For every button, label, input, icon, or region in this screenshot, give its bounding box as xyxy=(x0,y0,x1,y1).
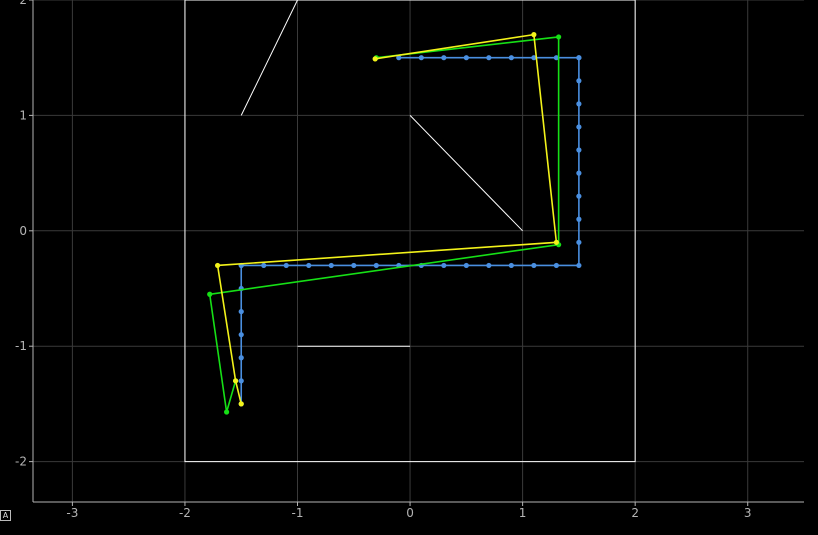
axes xyxy=(29,0,804,506)
data-series xyxy=(207,32,582,415)
series-point-blue xyxy=(463,55,469,61)
y-tick-label: -2 xyxy=(15,455,27,469)
series-point-blue xyxy=(261,262,267,269)
x-tick-label: -1 xyxy=(292,506,304,520)
series-point-blue xyxy=(486,55,492,61)
y-tick-label: 1 xyxy=(19,108,27,122)
wall-lines xyxy=(184,0,636,463)
series-point-blue xyxy=(553,55,559,61)
series-point-yellow xyxy=(232,378,239,384)
series-point-blue xyxy=(576,239,582,245)
series-point-blue xyxy=(531,262,537,269)
series-point-blue xyxy=(531,55,537,61)
series-point-blue xyxy=(486,262,492,269)
series-line-green xyxy=(208,36,560,413)
series-point-yellow xyxy=(238,401,244,407)
series-point-blue xyxy=(463,262,469,269)
series-point-blue xyxy=(576,262,582,269)
series-point-green xyxy=(207,291,213,297)
series-point-blue xyxy=(508,55,514,61)
series-point-blue xyxy=(373,262,379,269)
x-tick-label: 3 xyxy=(744,506,752,520)
series-point-blue xyxy=(238,308,244,315)
series-point-green xyxy=(223,409,230,415)
y-tick-label: -1 xyxy=(15,339,27,353)
series-point-blue xyxy=(238,332,244,338)
series-point-blue xyxy=(441,262,447,269)
series-point-blue xyxy=(396,55,402,61)
series-point-blue xyxy=(508,262,514,269)
x-tick-label: 1 xyxy=(519,506,527,520)
series-point-blue xyxy=(576,55,582,61)
series-point-blue xyxy=(576,101,582,107)
series-point-green xyxy=(556,34,562,40)
series-line-yellow xyxy=(216,33,558,405)
y-tick-label: 2 xyxy=(19,0,27,7)
series-point-blue xyxy=(238,378,244,384)
wall-line xyxy=(240,0,298,116)
series-point-yellow xyxy=(214,262,221,269)
series-point-blue xyxy=(576,78,582,84)
series-point-blue xyxy=(576,147,582,153)
series-point-blue xyxy=(351,262,357,269)
x-tick-label: 0 xyxy=(406,506,414,520)
series-point-blue xyxy=(283,262,289,269)
wall-line xyxy=(184,0,636,463)
wall-line xyxy=(409,115,523,232)
series-point-blue xyxy=(576,124,582,130)
series-point-blue xyxy=(306,262,312,269)
series-point-blue xyxy=(418,55,424,61)
series-point-yellow xyxy=(553,239,559,245)
x-tick-label: 2 xyxy=(631,506,639,520)
series-point-blue xyxy=(576,170,582,176)
series-point-blue xyxy=(553,262,559,269)
series-point-yellow xyxy=(531,32,537,38)
x-tick-label: -2 xyxy=(179,506,191,520)
y-tick-label: 0 xyxy=(19,224,27,238)
tick-labels: -3 -2 -1 0 1 2 3 -2 -1 0 1 2 xyxy=(15,0,752,520)
series-point-blue xyxy=(238,355,244,361)
series-point-yellow xyxy=(372,56,378,62)
series-point-blue xyxy=(576,193,582,199)
series-point-blue xyxy=(441,55,447,61)
series-point-blue xyxy=(328,262,334,269)
series-point-blue xyxy=(576,216,582,222)
autoscale-button[interactable]: A xyxy=(0,510,11,521)
x-tick-label: -3 xyxy=(66,506,78,520)
